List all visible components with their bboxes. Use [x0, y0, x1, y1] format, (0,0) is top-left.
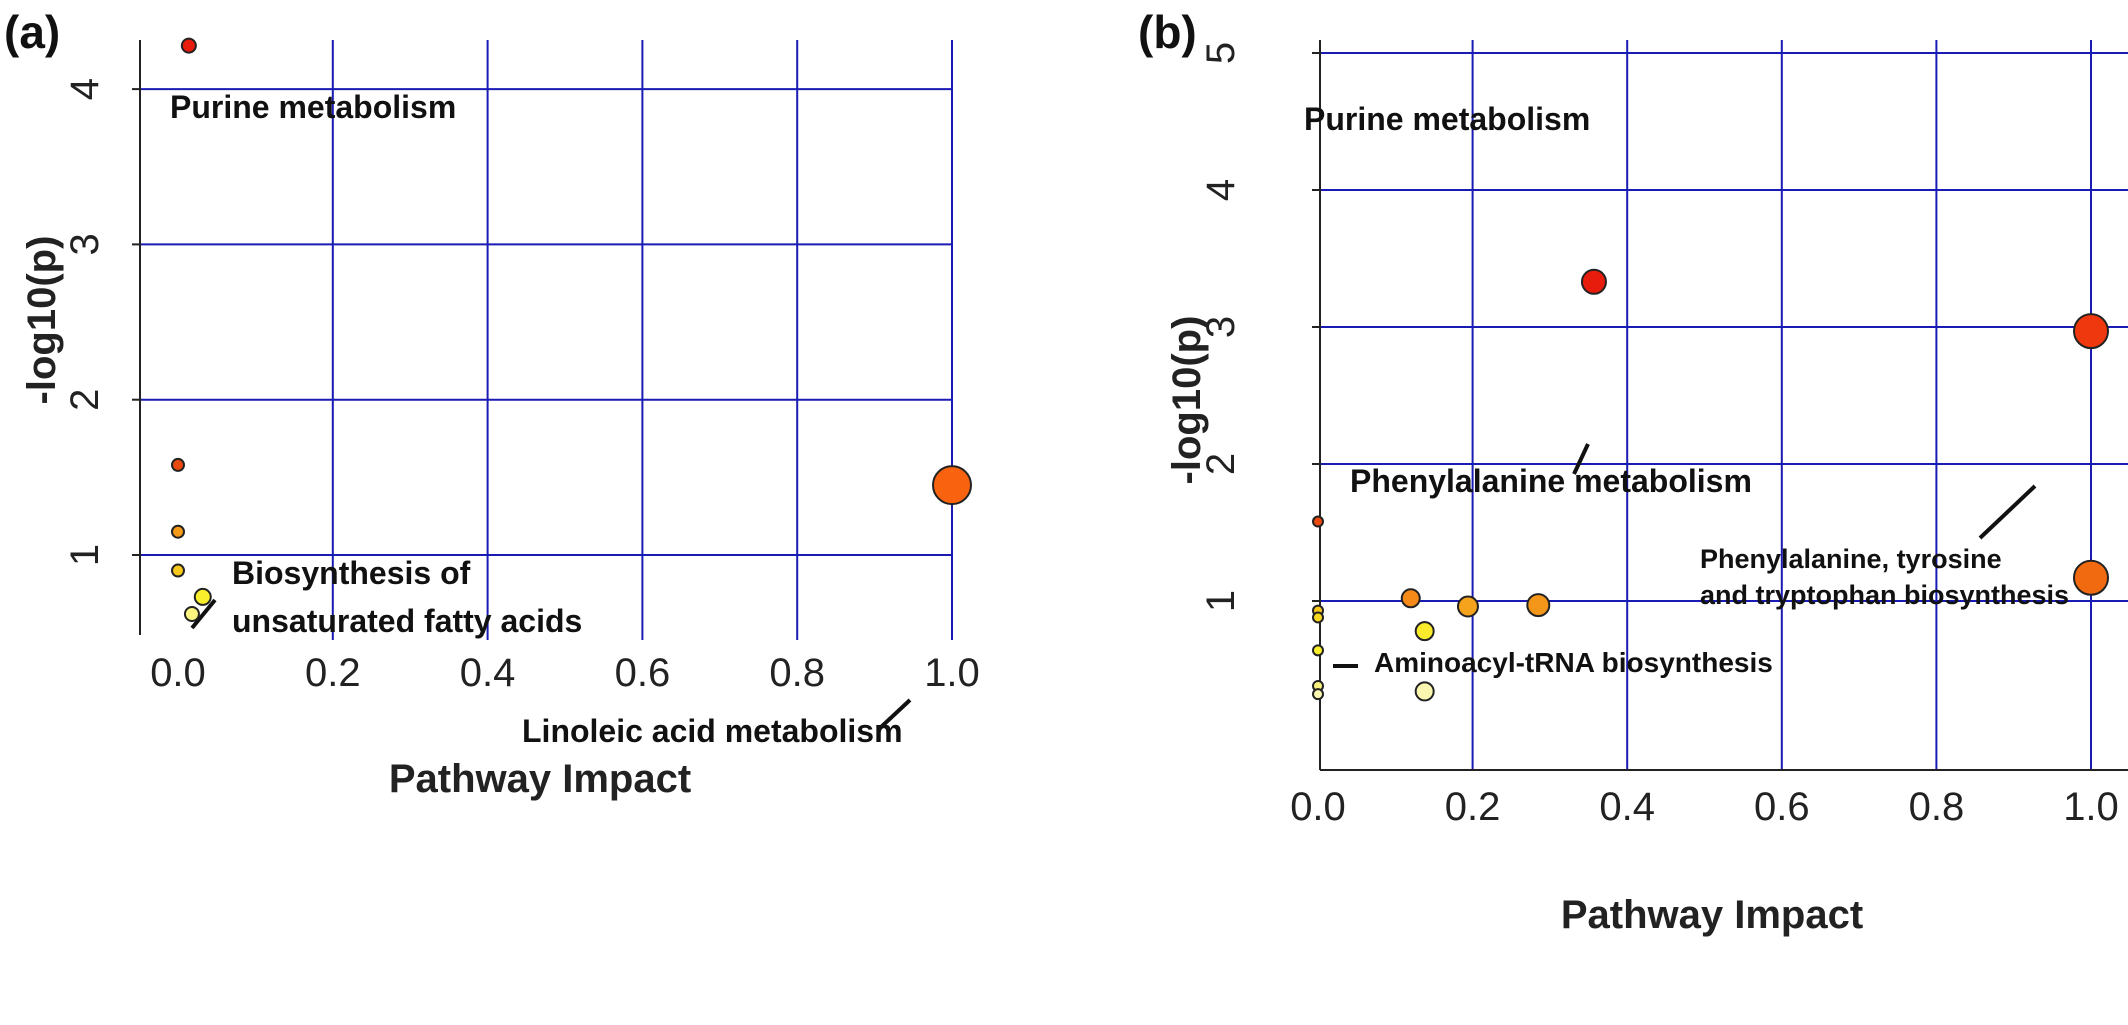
x-tick-label: 0.4: [460, 651, 516, 695]
data-point: [932, 465, 972, 506]
data-point: [1456, 595, 1479, 618]
y-tick-label: 1: [1199, 590, 1243, 612]
panel-a: 1 2 3 4 0.0 0.2 0.4 0.6 0.8 1.0 Pathway Impact -log…: [4, 6, 980, 801]
panel-label: (a): [4, 6, 60, 58]
x-tick-label: 0.2: [1445, 785, 1501, 829]
y-tick-label: 3: [63, 233, 107, 255]
x-tick-label: 0.8: [1909, 785, 1965, 829]
data-point: [180, 37, 197, 54]
annotation-leader: [878, 698, 912, 730]
annotation-label: Phenylalanine metabolism: [1350, 463, 1752, 499]
data-point: [1312, 644, 1324, 657]
data-point: [171, 524, 185, 539]
annotation-label: and tryptophan biosynthesis: [1700, 580, 2069, 610]
y-tick-label: 4: [1199, 179, 1243, 201]
y-tick-label: 5: [1199, 42, 1243, 64]
annotation-label: Linoleic acid metabolism: [522, 713, 903, 749]
data-point: [193, 587, 212, 606]
x-tick-label: 0.4: [1599, 785, 1655, 829]
data-point: [1526, 593, 1551, 618]
annotation-label: Purine metabolism: [170, 89, 456, 125]
data-point: [1312, 611, 1324, 624]
data-point: [1400, 588, 1421, 609]
y-tick-label: 2: [1199, 453, 1243, 475]
x-tick-label: 0.0: [150, 651, 206, 695]
annotation-leader: [190, 598, 217, 630]
data-point: [171, 457, 185, 472]
y-axis-title: -log10(p): [1165, 316, 1209, 485]
x-tick-label: 0.6: [1754, 785, 1810, 829]
data-point: [171, 563, 185, 578]
data-point: [1414, 681, 1435, 702]
annotation-label: Phenylalanine, tyrosine: [1700, 544, 2002, 574]
x-tick-label: 0.6: [615, 651, 671, 695]
y-tick-label: 3: [1199, 316, 1243, 338]
annotation-leader: [1572, 443, 1590, 475]
data-point: [183, 606, 200, 623]
x-tick-label: 0.8: [769, 651, 825, 695]
annotation-leader: [1978, 484, 2037, 540]
y-tick-label: 2: [63, 389, 107, 411]
x-tick-label: 0.0: [1290, 785, 1346, 829]
x-axis-title: Pathway Impact: [1561, 893, 1863, 937]
x-tick-label: 1.0: [924, 651, 980, 695]
data-point: [1312, 515, 1324, 528]
x-axis-title: Pathway Impact: [389, 757, 691, 801]
annotation-label: unsaturated fatty acids: [232, 603, 582, 639]
annotation-label: Aminoacyl-tRNA biosynthesis: [1374, 647, 1773, 678]
data-point: [1580, 268, 1607, 295]
annotation-label: Purine metabolism: [1304, 101, 1590, 137]
data-point: [2073, 313, 2109, 350]
data-point: [1414, 621, 1435, 642]
x-tick-label: 0.2: [305, 651, 361, 695]
y-tick-label: 4: [63, 78, 107, 100]
y-tick-label: 1: [63, 544, 107, 566]
data-point: [2073, 559, 2109, 596]
x-tick-label: 1.0: [2063, 785, 2119, 829]
y-axis-title: -log10(p): [20, 236, 64, 405]
annotation-label: Biosynthesis of: [232, 555, 471, 591]
data-point: [1312, 688, 1324, 701]
panel-label: (b): [1138, 6, 1197, 58]
